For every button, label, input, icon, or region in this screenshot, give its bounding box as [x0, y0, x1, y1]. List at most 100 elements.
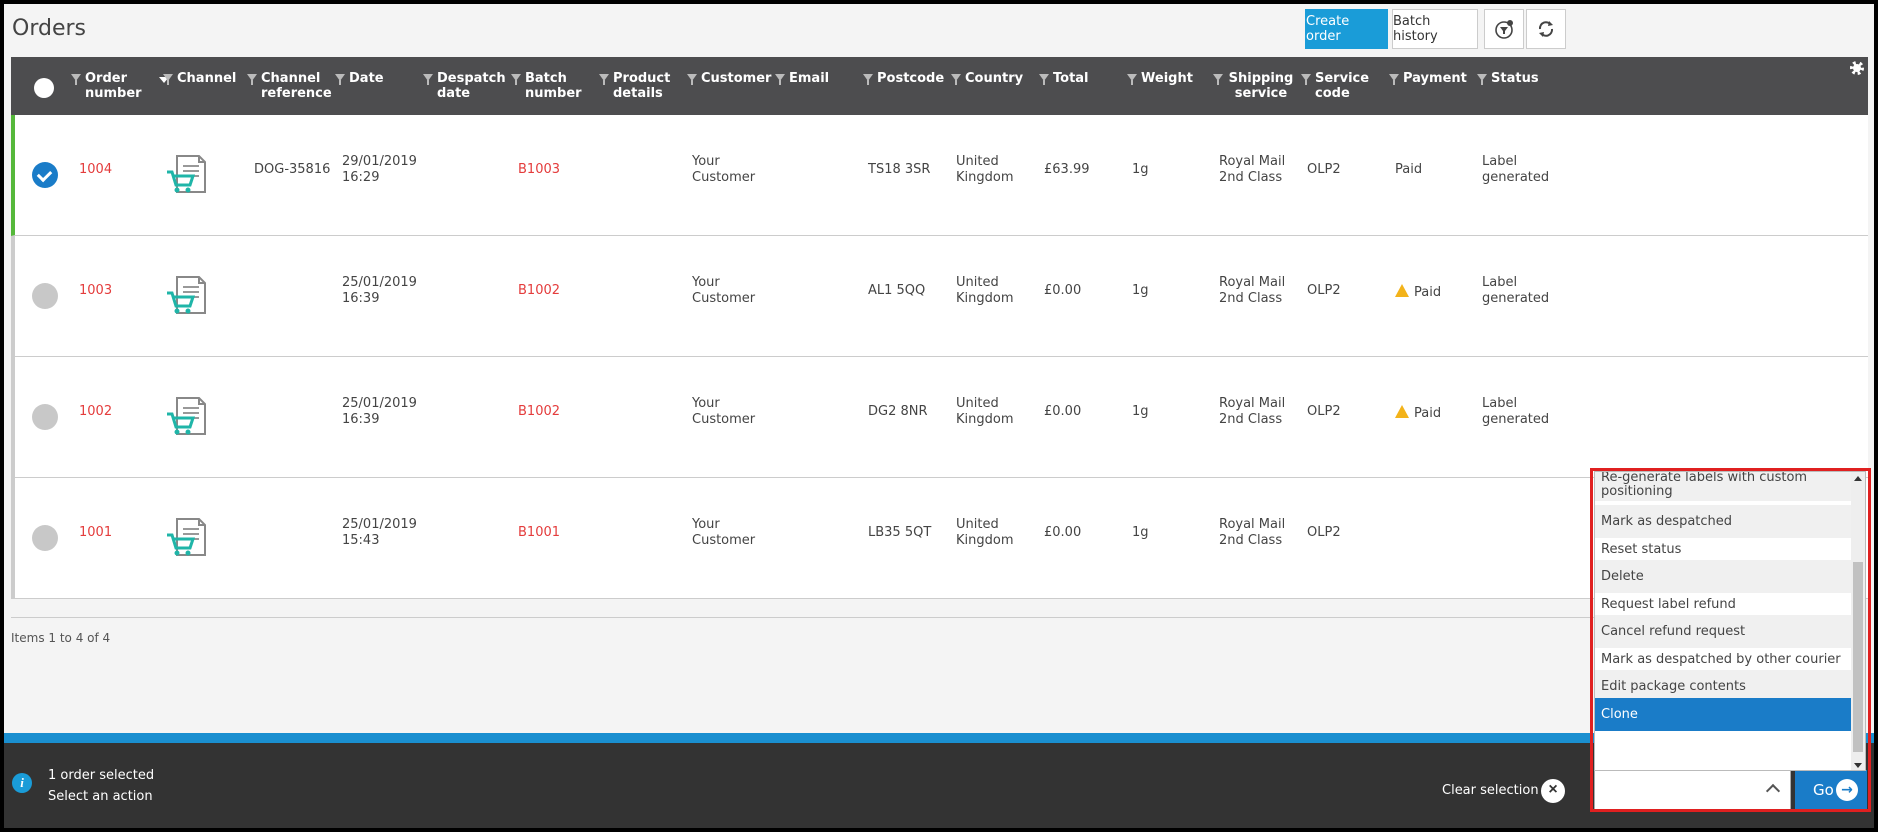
row-checkbox[interactable]: [32, 404, 58, 430]
col-postcode[interactable]: Postcode: [863, 71, 944, 86]
refresh-button[interactable]: [1526, 9, 1566, 49]
filter-icon[interactable]: [687, 74, 697, 85]
filter-settings-button[interactable]: [1484, 9, 1524, 49]
dropdown-item[interactable]: Delete: [1595, 560, 1851, 593]
filter-icon[interactable]: [863, 74, 873, 85]
arrow-right-icon: →: [1836, 779, 1858, 801]
cell-country: United Kingdom: [956, 517, 1014, 548]
filter-icon[interactable]: [951, 74, 961, 85]
col-batch-number[interactable]: Batch number: [511, 71, 585, 101]
cell-order-number[interactable]: 1002: [79, 404, 113, 419]
row-checkbox[interactable]: [32, 283, 58, 309]
row-checkbox[interactable]: [32, 525, 58, 551]
col-channel[interactable]: Channel: [163, 71, 236, 86]
dropdown-item[interactable]: Reset status: [1601, 542, 1682, 557]
filter-icon[interactable]: [1213, 74, 1223, 85]
cell-postcode: TS18 3SR: [868, 162, 931, 177]
dropdown-item[interactable]: Mark as despatched by other courier: [1601, 652, 1841, 667]
cell-batch-number[interactable]: B1002: [518, 283, 561, 298]
table-row[interactable]: 1003 25/01/2019 16:39 B1002 Your Customer AL…: [11, 236, 1868, 357]
filter-icon[interactable]: [599, 74, 609, 85]
cell-order-number[interactable]: 1001: [79, 525, 113, 540]
col-product-details[interactable]: Product details: [599, 71, 673, 101]
col-total[interactable]: Total: [1039, 71, 1089, 86]
row-checkbox[interactable]: [32, 162, 58, 188]
footer-accent-bar: [4, 733, 1874, 743]
col-shipping-service[interactable]: Shipping service: [1213, 71, 1295, 101]
gear-icon[interactable]: [1850, 61, 1864, 75]
dropdown-item[interactable]: Request label refund: [1601, 597, 1736, 612]
grid-divider: [11, 617, 1866, 618]
col-payment[interactable]: Payment: [1389, 71, 1467, 86]
go-button-label: Go: [1813, 781, 1834, 799]
create-order-button[interactable]: Create order: [1305, 9, 1388, 49]
shopping-cart-document-icon: [165, 515, 209, 559]
cell-shipping-service: Royal Mail 2nd Class: [1219, 154, 1286, 185]
table-row[interactable]: 1001 25/01/2019 15:43 B1001 Your Customer LB…: [11, 478, 1868, 599]
col-weight[interactable]: Weight: [1127, 71, 1193, 86]
filter-icon[interactable]: [1301, 74, 1311, 85]
page-title: Orders: [12, 16, 86, 41]
filter-icon[interactable]: [163, 74, 173, 85]
clear-selection-link[interactable]: Clear selection: [1442, 783, 1539, 798]
col-country[interactable]: Country: [951, 71, 1023, 86]
filter-icon[interactable]: [1389, 74, 1399, 85]
cell-batch-number[interactable]: B1002: [518, 404, 561, 419]
cell-shipping-service: Royal Mail 2nd Class: [1219, 396, 1286, 427]
close-icon[interactable]: ×: [1541, 779, 1565, 803]
filter-icon[interactable]: [335, 74, 345, 85]
grid-header: Order number Channel Channel reference D…: [11, 57, 1868, 115]
cell-weight: 1g: [1132, 283, 1149, 298]
filter-icon[interactable]: [1477, 74, 1487, 85]
dropdown-scrollbar[interactable]: [1851, 472, 1865, 770]
col-despatch-date[interactable]: Despatch date: [423, 71, 506, 101]
cell-order-number[interactable]: 1004: [79, 162, 113, 177]
filter-icon[interactable]: [423, 74, 433, 85]
col-customer[interactable]: Customer: [687, 71, 771, 86]
scrollbar-thumb[interactable]: [1853, 562, 1863, 752]
col-status[interactable]: Status: [1477, 71, 1539, 86]
dropdown-item[interactable]: Edit package contents: [1595, 670, 1851, 703]
cell-payment: Paid: [1395, 283, 1441, 301]
selected-count: 1 order selected: [48, 768, 155, 783]
action-select[interactable]: [1594, 770, 1791, 810]
cell-postcode: DG2 8NR: [868, 404, 928, 419]
col-channel-reference[interactable]: Channel reference: [247, 71, 332, 101]
filter-icon[interactable]: [1039, 74, 1049, 85]
chevron-up-icon: [1765, 783, 1781, 799]
col-service-code[interactable]: Service code: [1301, 71, 1369, 101]
col-email[interactable]: Email: [775, 71, 829, 86]
go-button[interactable]: Go →: [1795, 770, 1867, 810]
filter-icon[interactable]: [71, 74, 81, 85]
cell-status: Label generated: [1482, 396, 1550, 427]
scroll-down-icon[interactable]: [1854, 763, 1862, 768]
cell-status: Label generated: [1482, 275, 1550, 306]
dropdown-item[interactable]: Cancel refund request: [1595, 615, 1851, 648]
refresh-icon: [1538, 21, 1554, 37]
cell-date: 29/01/2019 16:29: [342, 154, 417, 185]
dropdown-item[interactable]: Clone: [1595, 698, 1851, 731]
filter-icon[interactable]: [247, 74, 257, 85]
filter-icon[interactable]: [1127, 74, 1137, 85]
action-dropdown-list[interactable]: Re-generate labels with custom positioni…: [1594, 471, 1866, 771]
dropdown-item[interactable]: Re-generate labels with custom positioni…: [1595, 472, 1851, 501]
col-order-number[interactable]: Order number: [71, 71, 143, 101]
cell-order-number[interactable]: 1003: [79, 283, 113, 298]
cell-payment: Paid: [1395, 404, 1441, 422]
scroll-up-icon[interactable]: [1854, 476, 1862, 481]
table-row[interactable]: 1002 25/01/2019 16:39 B1002 Your Customer DG…: [11, 357, 1868, 478]
col-date[interactable]: Date: [335, 71, 384, 86]
cell-batch-number[interactable]: B1001: [518, 525, 561, 540]
cell-batch-number[interactable]: B1003: [518, 162, 561, 177]
orders-grid: Order number Channel Channel reference D…: [11, 57, 1868, 599]
batch-history-button[interactable]: Batch history: [1392, 9, 1478, 49]
select-all-checkbox[interactable]: [34, 78, 54, 98]
filter-icon[interactable]: [775, 74, 785, 85]
cell-postcode: AL1 5QQ: [868, 283, 926, 298]
cell-date: 25/01/2019 16:39: [342, 275, 417, 306]
dropdown-item[interactable]: Mark as despatched: [1595, 505, 1851, 538]
table-row[interactable]: 1004 DOG-35816 29/01/2019 16:29 B1003 Your C…: [11, 115, 1868, 236]
filter-icon[interactable]: [511, 74, 521, 85]
cell-service-code: OLP2: [1307, 525, 1341, 540]
